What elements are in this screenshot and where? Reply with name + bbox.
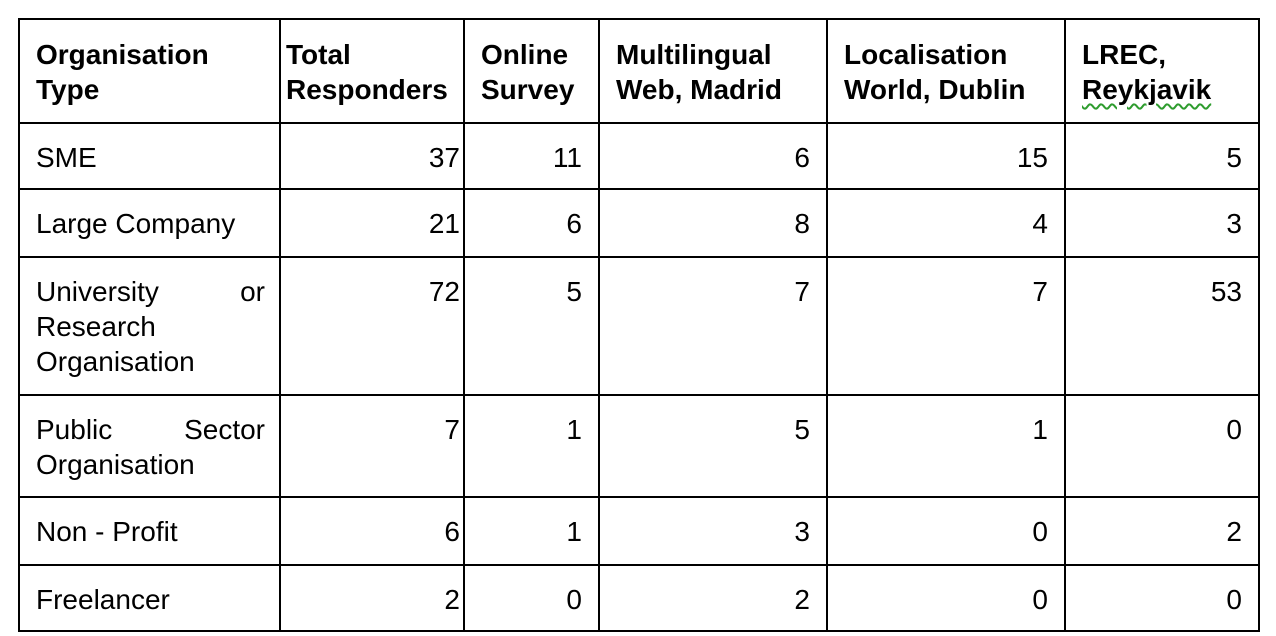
cell-online-survey: 6 [463,188,600,258]
header-total-responders: Total Responders [279,18,465,124]
cell-online-survey: 1 [463,496,600,566]
cell-organisation-type: Large Company [18,188,281,258]
cell-multilingual-web-madrid: 7 [598,256,828,396]
header-multilingual-web-madrid: Multilingual Web, Madrid [598,18,828,124]
header-online-survey: Online Survey [463,18,600,124]
cell-lrec-reykjavik: 2 [1064,496,1260,566]
cell-online-survey: 11 [463,122,600,190]
cell-multilingual-web-madrid: 6 [598,122,828,190]
cell-total-responders: 21 [279,188,465,258]
cell-multilingual-web-madrid: 3 [598,496,828,566]
cell-multilingual-web-madrid: 2 [598,564,828,632]
cell-multilingual-web-madrid: 8 [598,188,828,258]
cell-lrec-reykjavik: 53 [1064,256,1260,396]
header-row: Organisation Type Total Responders Onlin… [18,18,1260,124]
cell-organisation-type: Public Sector Organisation [18,394,281,498]
table-row: Non - Profit 6 1 3 0 2 [18,496,1260,566]
table-row: SME 37 11 6 15 5 [18,122,1260,190]
cell-online-survey: 0 [463,564,600,632]
header-lrec-reykjavik: LREC, Reykjavik [1064,18,1260,124]
cell-lrec-reykjavik: 0 [1064,564,1260,632]
cell-online-survey: 1 [463,394,600,498]
cell-multilingual-web-madrid: 5 [598,394,828,498]
cell-total-responders: 72 [279,256,465,396]
cell-organisation-type: Freelancer [18,564,281,632]
header-organisation-type: Organisation Type [18,18,281,124]
table-row: Public Sector Organisation 7 1 5 1 0 [18,394,1260,498]
cell-localisation-world-dublin: 15 [826,122,1066,190]
cell-total-responders: 37 [279,122,465,190]
table-row: Freelancer 2 0 2 0 0 [18,564,1260,632]
cell-organisation-type: University or Research Organisation [18,256,281,396]
cell-localisation-world-dublin: 0 [826,564,1066,632]
cell-organisation-type: Non - Profit [18,496,281,566]
table-row: Large Company 21 6 8 4 3 [18,188,1260,258]
cell-organisation-type: SME [18,122,281,190]
cell-localisation-world-dublin: 1 [826,394,1066,498]
cell-lrec-reykjavik: 3 [1064,188,1260,258]
responders-table: Organisation Type Total Responders Onlin… [18,18,1260,632]
cell-lrec-reykjavik: 5 [1064,122,1260,190]
cell-total-responders: 2 [279,564,465,632]
table-row: University or Research Organisation 72 5… [18,256,1260,396]
cell-total-responders: 6 [279,496,465,566]
cell-lrec-reykjavik: 0 [1064,394,1260,498]
header-localisation-world-dublin: Localisation World, Dublin [826,18,1066,124]
cell-localisation-world-dublin: 0 [826,496,1066,566]
spellcheck-underlined-word: Reykjavik [1082,74,1212,105]
cell-total-responders: 7 [279,394,465,498]
cell-localisation-world-dublin: 4 [826,188,1066,258]
cell-localisation-world-dublin: 7 [826,256,1066,396]
cell-online-survey: 5 [463,256,600,396]
